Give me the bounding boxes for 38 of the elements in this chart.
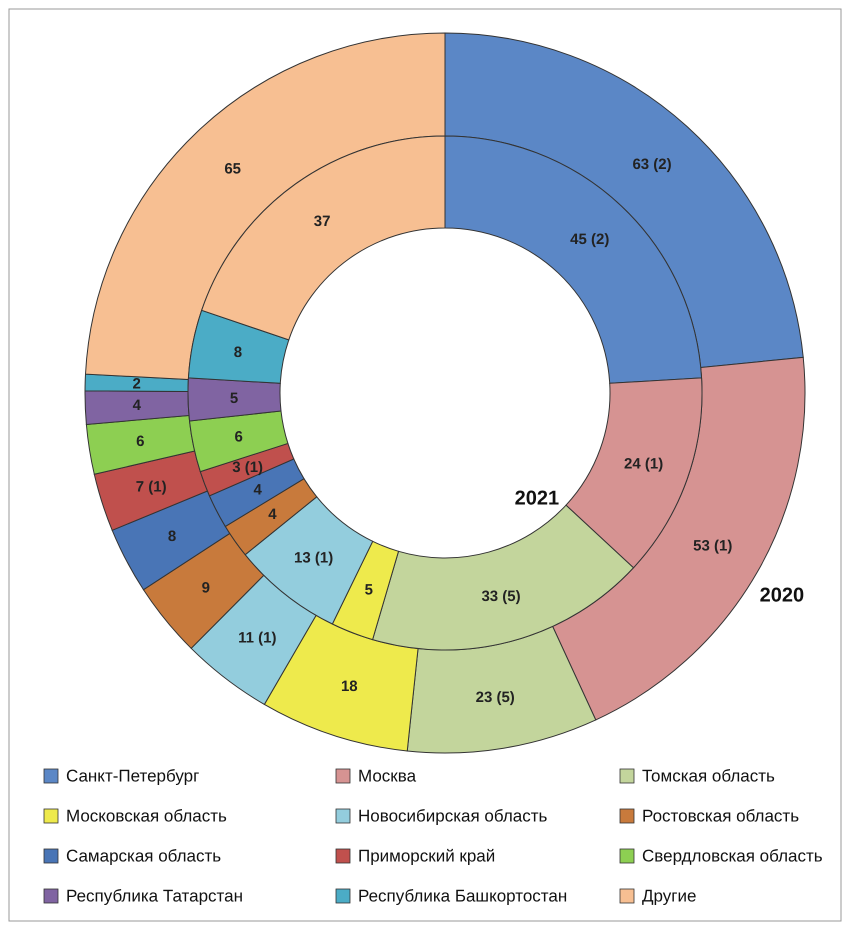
data-label: 8 — [234, 344, 242, 361]
data-label: 8 — [168, 528, 176, 546]
data-label: 18 — [340, 678, 358, 695]
slice-label: 2021 — [514, 488, 560, 510]
data-label: 6 — [136, 432, 144, 450]
legend-label: Приморский край — [358, 846, 496, 866]
data-label: 45 (2) — [570, 230, 610, 248]
legend-label: Ростовская область — [642, 806, 800, 826]
data-label: 7 (1) — [136, 478, 167, 496]
data-label: 4 — [254, 482, 263, 499]
legend-label: Новосибирская область — [358, 806, 548, 826]
data-label: 37 — [314, 212, 330, 230]
data-label: 65 — [224, 160, 242, 178]
data-label: 5 — [230, 390, 238, 407]
slice-label: 2020 — [760, 584, 804, 606]
data-label: 9 — [202, 579, 210, 596]
data-label: 63 (2) — [632, 156, 672, 173]
data-label: 6 — [234, 428, 243, 446]
data-label: 11 (1) — [238, 629, 276, 646]
data-label: 53 (1) — [693, 538, 732, 555]
legend-label: Республика Татарстан — [66, 886, 243, 906]
data-label: 13 (1) — [294, 550, 334, 567]
legend-label: Самарская область — [66, 846, 222, 866]
data-label: 24 (1) — [624, 456, 664, 473]
data-label: 33 (5) — [481, 588, 521, 605]
data-label: 4 — [268, 506, 278, 523]
data-label: 3 (1) — [232, 459, 264, 476]
legend-label: Свердловская область — [642, 846, 823, 866]
data-label: 23 (5) — [476, 688, 515, 706]
legend-label: Другие — [642, 886, 696, 906]
legend-label: Республика Башкортостан — [358, 886, 568, 906]
data-label: 5 — [364, 581, 373, 598]
legend-label: Москва — [358, 766, 417, 786]
legend-label: Томская область — [642, 766, 775, 786]
legend-label: Санкт-Петербург — [66, 766, 200, 786]
data-label: 4 — [132, 397, 142, 414]
data-label: 2 — [132, 375, 141, 392]
legend-label: Московская область — [66, 806, 228, 826]
